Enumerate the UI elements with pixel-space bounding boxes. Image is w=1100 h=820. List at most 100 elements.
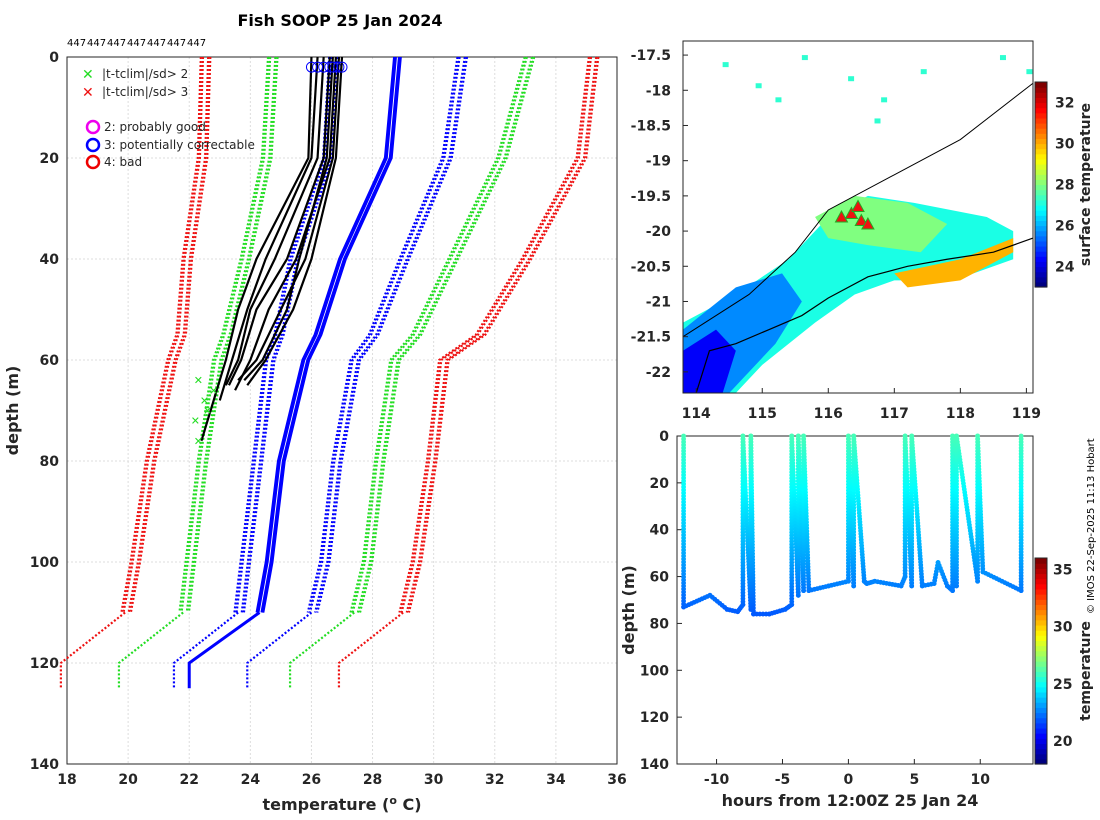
legend-label-qc2: 2: probably good [104, 120, 206, 134]
count-label: 447 [127, 38, 146, 49]
climatology-line [178, 56, 270, 613]
legend-label-qc4: 4: bad [104, 155, 142, 169]
climatology-line [405, 56, 598, 613]
colorbar-segment [1035, 712, 1047, 719]
x-tick-label: 118 [946, 406, 975, 422]
colorbar-segment [1035, 748, 1047, 755]
colorbar-frame [1034, 81, 1048, 288]
x-tick-label: 114 [682, 406, 711, 422]
colorbar-segment [1035, 573, 1047, 580]
colorbar-segment [1035, 753, 1047, 760]
sst-pixel [881, 97, 888, 103]
profile-line [200, 56, 313, 442]
profile-count-labels: 447 447 447 447 447 447 447 [67, 38, 206, 49]
climatology-line [185, 56, 277, 613]
y-tick-label: -18 [646, 83, 671, 99]
sd2-flag-marker: ✕ [200, 394, 209, 407]
y-tick-label: 100 [640, 663, 669, 679]
colorbar-segment [1035, 184, 1047, 191]
coastline [695, 237, 1034, 394]
colorbar-segment [1035, 220, 1047, 227]
legend: ✕ |t-tclim|/sd> 2 ✕ |t-tclim|/sd> 3 2: p… [82, 67, 255, 170]
colorbar-segment [1035, 148, 1047, 155]
track-point [1018, 433, 1024, 439]
colorbar-segment [1035, 594, 1047, 600]
legend-label-qc3: 3: potentially correctable [104, 138, 255, 152]
qc-flag-marker [333, 61, 345, 73]
x-tick-label: 117 [880, 406, 909, 422]
legend-label-sd3: |t-tclim|/sd> 3 [102, 85, 188, 99]
count-label: 447 [147, 38, 166, 49]
colorbar-segment [1035, 676, 1047, 683]
station-marker [861, 216, 875, 230]
colorbar-segment [1035, 117, 1047, 124]
y-tick-label: 20 [650, 476, 670, 492]
colorbar-segment [1035, 563, 1047, 569]
x-tick-label: 119 [1012, 406, 1041, 422]
colorbar-segment [1035, 107, 1047, 114]
legend-x-icon-sd3: ✕ [82, 85, 94, 101]
colorbar-segment [1035, 733, 1047, 739]
colorbar-segment [1035, 609, 1047, 616]
colorbar-segment [1035, 153, 1047, 160]
profile-line [234, 56, 337, 391]
sst-pixel [1026, 69, 1033, 75]
sst-cold-patch [683, 329, 736, 393]
colorbar-segment [1035, 578, 1047, 585]
colorbar-segment [1035, 568, 1047, 575]
climatology-line [120, 56, 202, 613]
colorbar-tick-label: 32 [1055, 96, 1074, 112]
colorbar-segment [1035, 727, 1047, 734]
climatology-tail [59, 611, 126, 689]
y-tick-label: 140 [640, 757, 669, 773]
climatology-tail [288, 611, 355, 689]
station-marker [851, 199, 865, 212]
count-label: 447 [107, 38, 126, 49]
colorbar-segment [1035, 97, 1047, 104]
colorbar-segment [1035, 246, 1047, 252]
colorbar-segment [1035, 194, 1047, 201]
y-tick-label: 60 [40, 353, 60, 369]
colorbar-segment [1035, 276, 1047, 283]
colorbar-segment [1035, 650, 1047, 657]
colorbar-segment [1035, 123, 1047, 129]
colorbar-segment [1035, 266, 1047, 273]
x-tick-label: 10 [971, 772, 991, 788]
y-tick-label: -20.5 [631, 259, 671, 275]
colorbar-segment [1035, 205, 1047, 211]
qc-flag-marker [336, 61, 348, 73]
sst-warm-strip [894, 238, 1014, 288]
colorbar-segment [1035, 210, 1047, 216]
sst-pixel [920, 69, 927, 75]
count-label: 447 [167, 38, 186, 49]
y-tick-label: -21 [646, 294, 671, 310]
colorbar-segment [1035, 215, 1047, 221]
sst-map: 114 115 116 117 118 119 -17.5 -18 -18.5 -19 -19.5 -… [631, 40, 1041, 422]
climatology-line [351, 56, 528, 613]
sst-pixel [775, 97, 782, 103]
climatology-line [308, 56, 461, 613]
colorbar-segment [1035, 256, 1047, 262]
colorbar-segment [1035, 604, 1047, 611]
colorbar-label: surface temperature [1078, 103, 1094, 266]
colorbar-segment [1035, 624, 1047, 631]
sst-pixel [801, 55, 808, 61]
legend-circle-icon-qc4 [85, 154, 101, 170]
sd2-flag-marker: ✕ [194, 435, 203, 448]
climatology-line [256, 56, 397, 613]
colorbar-segment [1035, 588, 1047, 595]
climatology-line [187, 56, 279, 613]
x-tick-label: 32 [485, 772, 504, 788]
colorbar-segment [1035, 630, 1047, 636]
climatology-tail [187, 611, 261, 689]
sd2-flag-marker: ✕ [191, 415, 200, 428]
count-label: 447 [87, 38, 106, 49]
colorbar-segment [1035, 743, 1047, 750]
colorbar-segment [1035, 235, 1047, 242]
y-tick-label: 120 [30, 656, 59, 672]
sst-pixel [755, 83, 762, 89]
chart-title: Fish SOOP 25 Jan 2024 [238, 11, 443, 30]
colorbar-segment [1035, 261, 1047, 268]
climatology-line [180, 56, 272, 613]
y-tick-label: -20 [646, 224, 672, 240]
